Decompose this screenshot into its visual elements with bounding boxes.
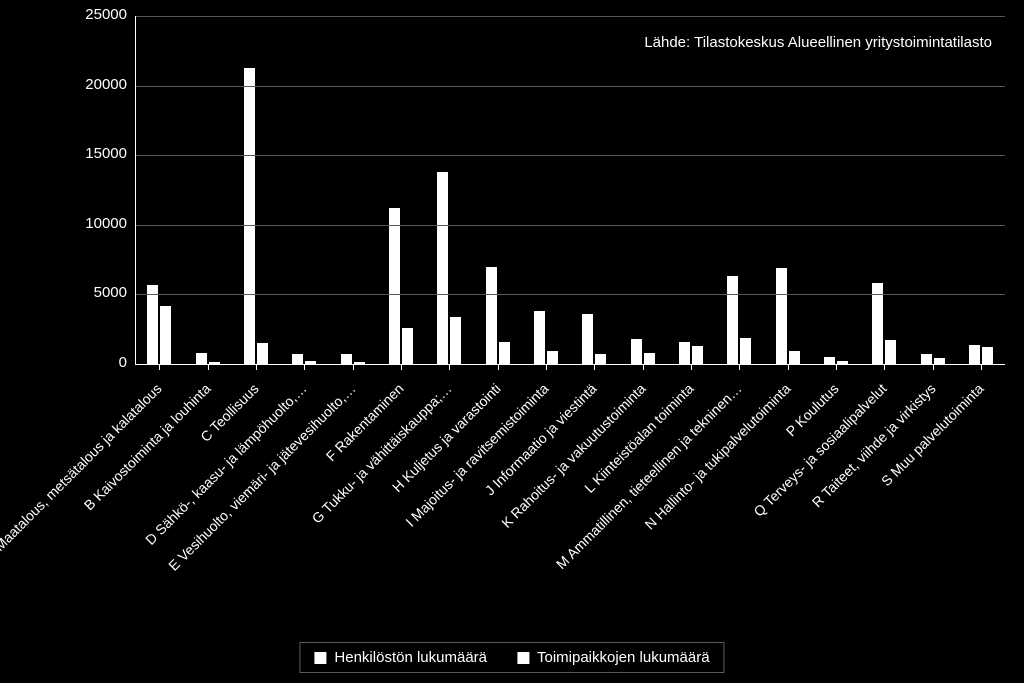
x-tick-mark [159, 364, 160, 370]
bar [776, 268, 787, 364]
x-tick-mark [788, 364, 789, 370]
bar [885, 340, 896, 364]
bar [499, 342, 510, 364]
x-tick-mark [884, 364, 885, 370]
bar [582, 314, 593, 364]
x-tick-mark [546, 364, 547, 370]
bar [257, 343, 268, 364]
x-tick-mark [594, 364, 595, 370]
x-tick-mark [643, 364, 644, 370]
bar [196, 353, 207, 364]
legend-swatch-icon [314, 652, 326, 664]
x-tick-mark [981, 364, 982, 370]
gridline [135, 16, 1005, 17]
legend-swatch-icon [517, 652, 529, 664]
y-tick-label: 10000 [67, 215, 127, 232]
bar [244, 68, 255, 364]
legend-item-1: Toimipaikkojen lukumäärä [517, 649, 710, 666]
y-tick-label: 5000 [67, 284, 127, 301]
bar [824, 357, 835, 364]
y-tick-label: 25000 [67, 6, 127, 23]
gridline [135, 294, 1005, 295]
bar [402, 328, 413, 364]
x-tick-mark [208, 364, 209, 370]
gridline [135, 86, 1005, 87]
bar [547, 351, 558, 364]
legend-item-0: Henkilöstön lukumäärä [314, 649, 487, 666]
bar [789, 351, 800, 364]
source-label: Lähde: Tilastokeskus Alueellinen yrityst… [644, 34, 992, 51]
bar [160, 306, 171, 364]
bar [692, 346, 703, 364]
plot-area [135, 16, 1005, 364]
bar [486, 267, 497, 364]
bar [292, 354, 303, 364]
x-tick-mark [353, 364, 354, 370]
bar [740, 338, 751, 364]
x-tick-mark [691, 364, 692, 370]
bar [921, 354, 932, 364]
x-tick-mark [933, 364, 934, 370]
bar [595, 354, 606, 364]
gridline [135, 225, 1005, 226]
bar [437, 172, 448, 364]
x-tick-mark [449, 364, 450, 370]
bar [727, 276, 738, 364]
y-tick-label: 15000 [67, 145, 127, 162]
bar [450, 317, 461, 364]
bar [631, 339, 642, 364]
chart-container: Lähde: Tilastokeskus Alueellinen yrityst… [0, 0, 1024, 683]
bar [969, 345, 980, 364]
legend: Henkilöstön lukumäärä Toimipaikkojen luk… [299, 642, 724, 673]
bar [147, 285, 158, 364]
y-tick-label: 20000 [67, 76, 127, 93]
y-tick-label: 0 [67, 354, 127, 371]
gridline [135, 155, 1005, 156]
bar [534, 311, 545, 364]
legend-label-1: Toimipaikkojen lukumäärä [537, 649, 710, 666]
bar [679, 342, 690, 364]
x-tick-mark [739, 364, 740, 370]
x-tick-mark [401, 364, 402, 370]
y-axis-line [135, 16, 136, 364]
legend-label-0: Henkilöstön lukumäärä [334, 649, 487, 666]
x-axis-line [135, 364, 1005, 365]
bars-layer [135, 16, 1005, 364]
x-tick-mark [304, 364, 305, 370]
x-tick-mark [836, 364, 837, 370]
bar [389, 208, 400, 364]
bar [341, 354, 352, 364]
bar [644, 353, 655, 364]
bar [982, 347, 993, 364]
x-tick-mark [256, 364, 257, 370]
x-tick-mark [498, 364, 499, 370]
